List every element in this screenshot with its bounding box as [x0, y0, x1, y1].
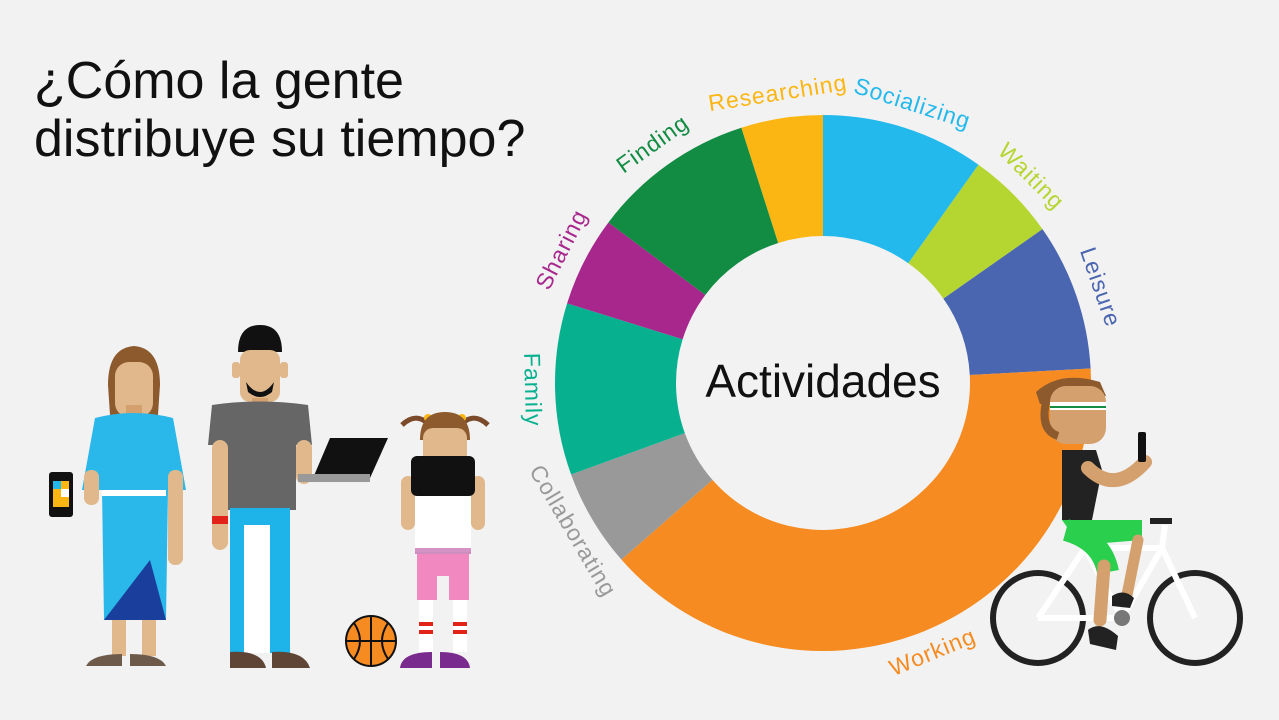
- donut-slice-finding: [608, 127, 779, 295]
- chart-center-label: Actividades: [705, 355, 940, 407]
- slide-title: ¿Cómo la gente distribuye su tiempo?: [34, 52, 525, 168]
- donut-slice-sharing: [567, 222, 706, 340]
- man-with-laptop-figure: [208, 325, 388, 668]
- donut-slice-waiting: [908, 164, 1043, 299]
- title-line-2: distribuye su tiempo?: [34, 110, 526, 168]
- donut-chart: [554, 115, 1091, 651]
- phone-icon: [49, 472, 73, 517]
- label-family: Family: [519, 353, 547, 427]
- title-line-1: ¿Cómo la gente: [34, 52, 404, 110]
- cyclist-phone-icon: [1138, 432, 1146, 462]
- tablet-icon: [411, 456, 475, 496]
- donut-slice-collaborating: [571, 433, 713, 560]
- donut-slice-family: [554, 303, 685, 475]
- donut-slice-researching: [741, 115, 823, 243]
- label-researching: Researching: [706, 69, 848, 116]
- donut-slice-leisure: [943, 229, 1091, 376]
- cyclist-with-phone-figure: [990, 377, 1243, 666]
- girl-with-tablet-figure: [400, 412, 490, 668]
- donut-slice-working: [621, 368, 1091, 651]
- donut-slice-socializing: [823, 115, 979, 264]
- basketball-icon: [345, 615, 397, 667]
- woman-with-phone-figure: [49, 346, 186, 666]
- laptop-icon: [298, 438, 388, 482]
